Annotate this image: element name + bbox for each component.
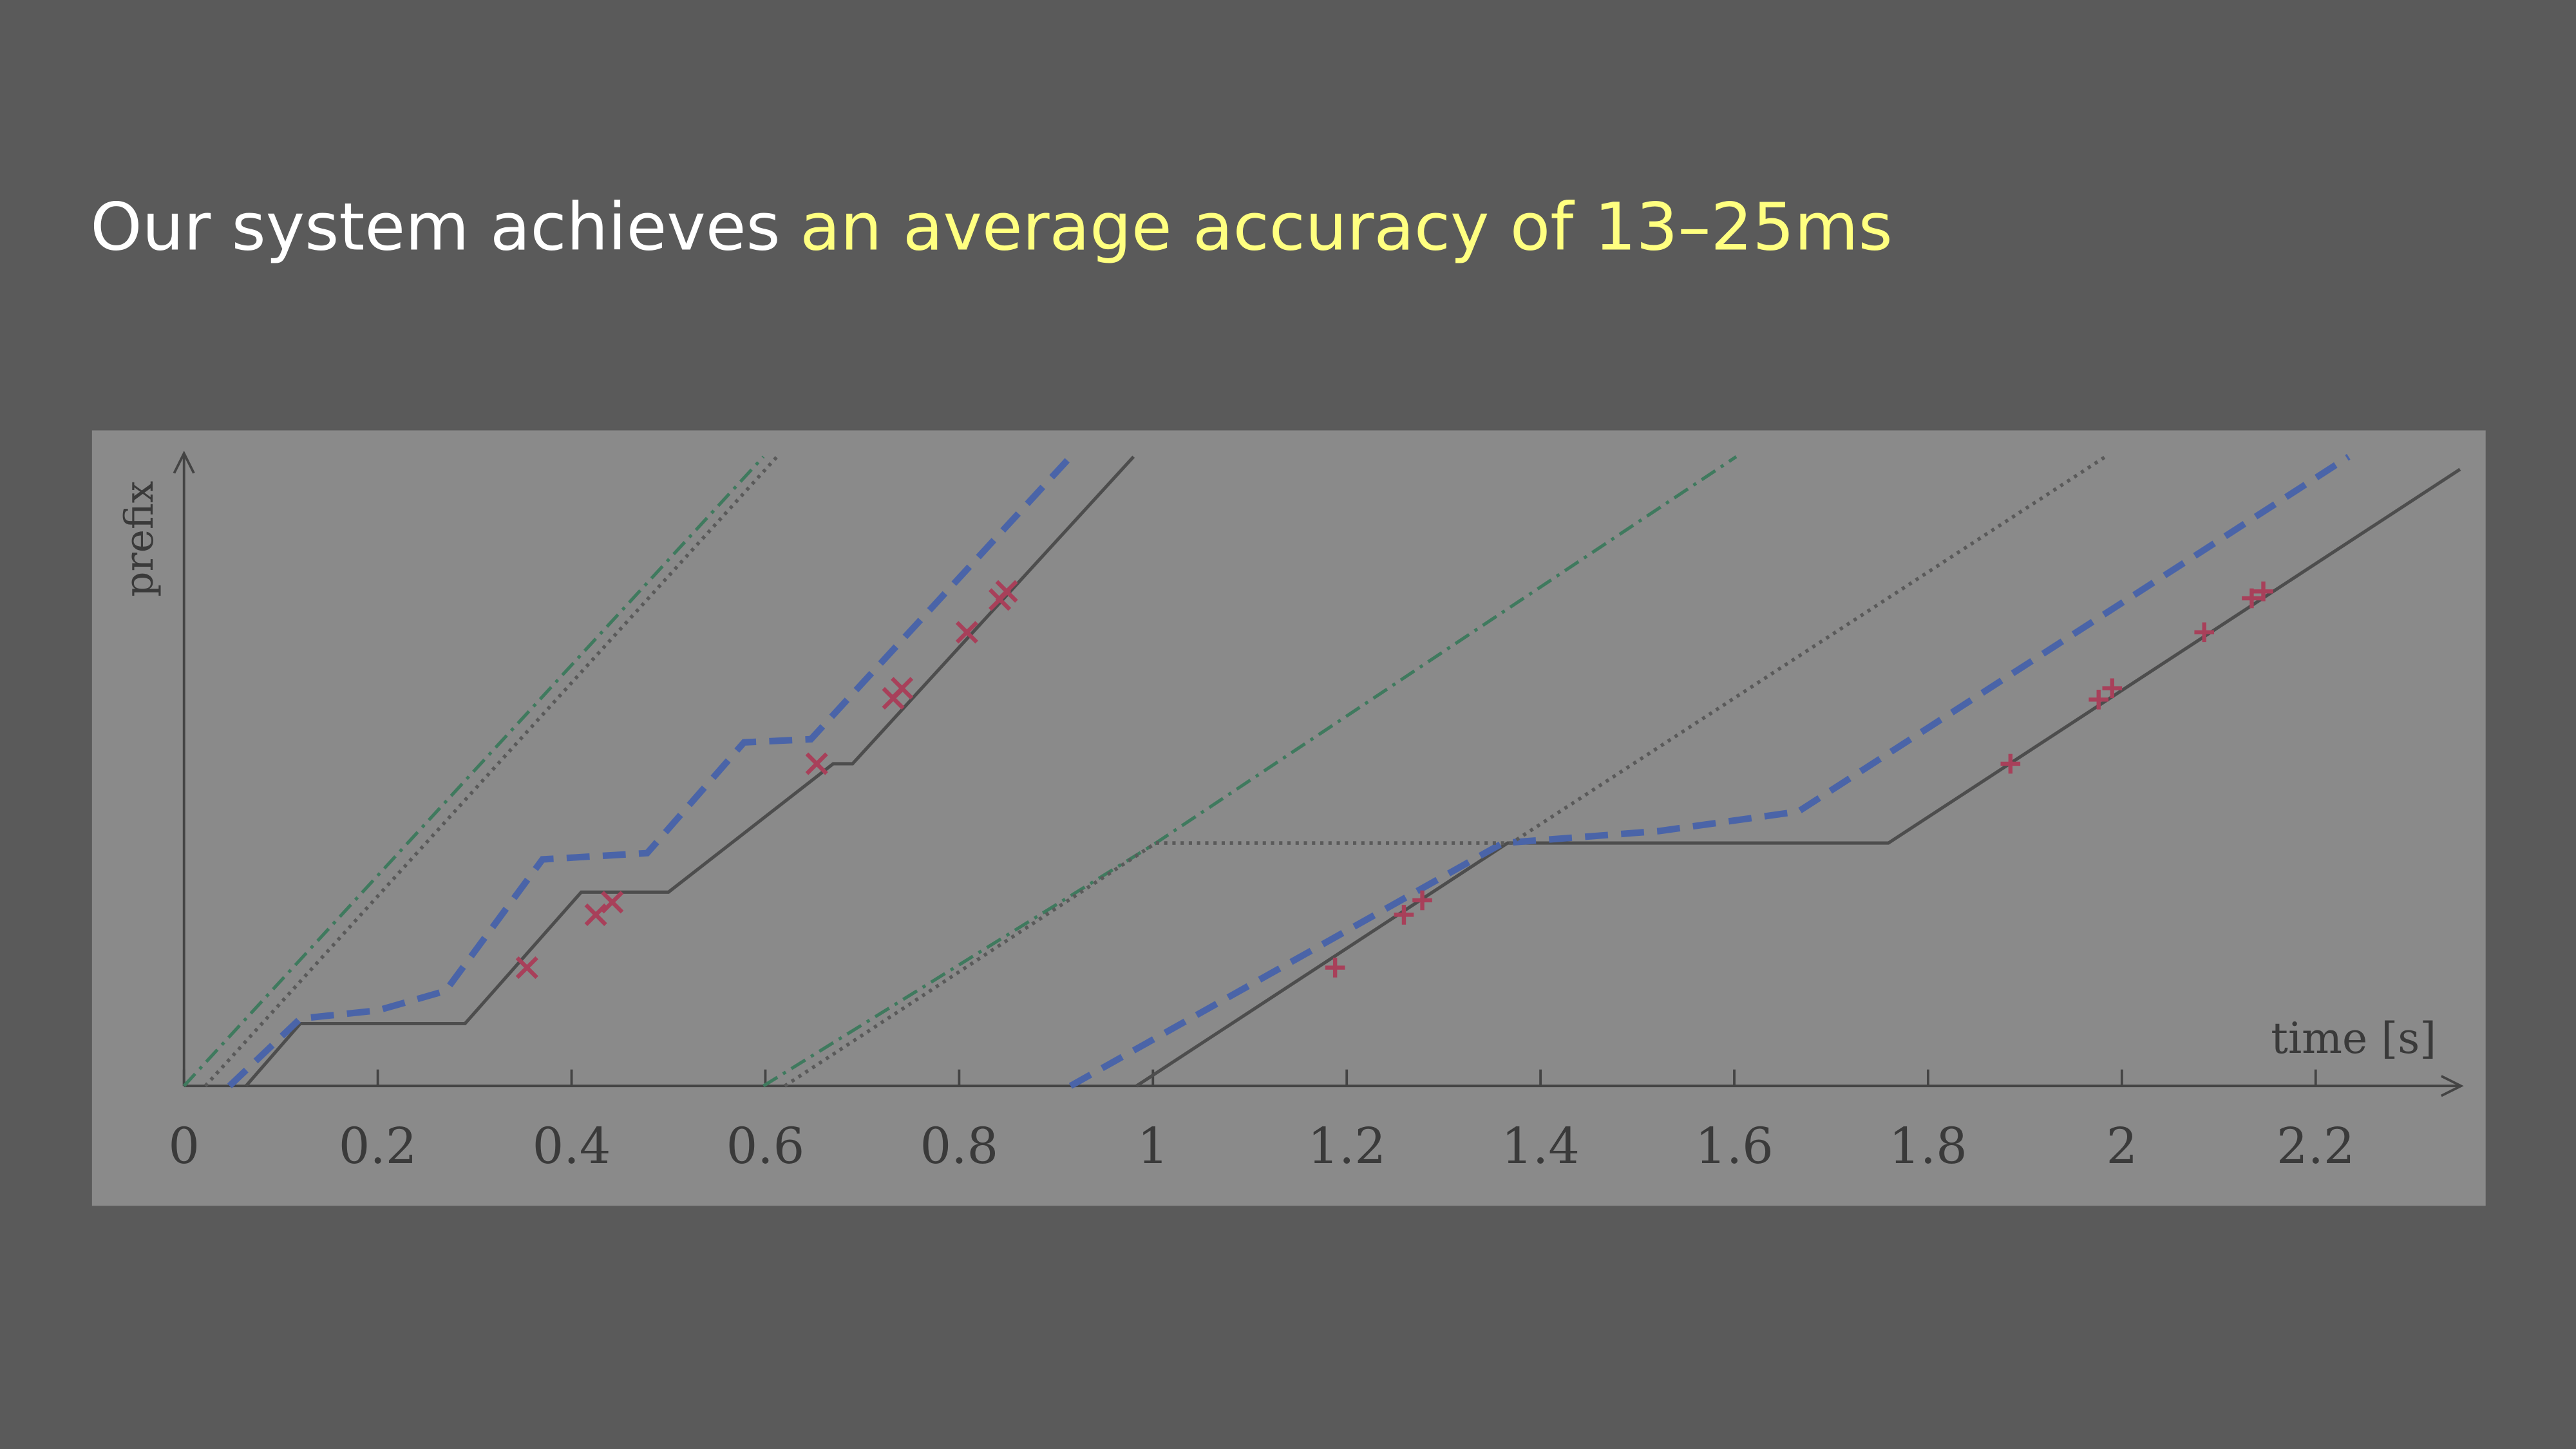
x-tick-label: 0	[168, 1118, 200, 1175]
marker	[995, 580, 1018, 603]
series-line	[182, 455, 1738, 1088]
marker-stroke	[955, 621, 978, 644]
chart-frame	[91, 430, 2486, 1206]
y-arrow	[173, 450, 195, 474]
y-axis-label: prefix	[117, 481, 162, 597]
x-tick-label: 1.2	[1307, 1118, 1386, 1175]
marker-stroke	[601, 891, 624, 914]
marker-stroke	[584, 903, 607, 927]
marker	[805, 752, 828, 775]
marker	[1325, 958, 1345, 978]
marker	[2242, 588, 2262, 609]
x-tick-label: 1.6	[1695, 1118, 1774, 1175]
marker	[2000, 753, 2021, 774]
x-tick-label: 1.4	[1501, 1118, 1580, 1175]
marker	[2253, 581, 2273, 601]
marker	[601, 891, 624, 914]
marker	[955, 621, 978, 644]
x-axis-label: time [s]	[2271, 1013, 2436, 1063]
marker-stroke	[805, 752, 828, 775]
marker-stroke	[995, 580, 1018, 603]
marker	[2102, 678, 2123, 699]
marker	[1394, 905, 1414, 925]
x-tick-label: 1.8	[1889, 1118, 1967, 1175]
title-text: Our system achieves	[90, 189, 780, 266]
marker	[2194, 622, 2215, 643]
x-tick-label: 0.2	[339, 1118, 417, 1175]
marker	[1412, 890, 1432, 911]
marker-stroke	[891, 677, 914, 700]
title-highlight: an average accuracy of 13–25ms	[800, 189, 1893, 266]
x-arrow	[2440, 1075, 2464, 1097]
x-tick-label: 1	[1137, 1118, 1169, 1175]
marker	[891, 677, 914, 700]
x-tick-label: 0.6	[726, 1118, 805, 1175]
marker	[2088, 690, 2109, 710]
series-line	[245, 455, 2461, 1088]
x-tick-label: 0.8	[920, 1118, 999, 1175]
marker	[584, 903, 607, 927]
x-tick-label: 2	[2106, 1118, 2137, 1175]
series-line	[227, 453, 2351, 1089]
marker	[515, 956, 538, 980]
series-line	[204, 455, 2107, 1088]
x-tick-label: 0.4	[533, 1118, 611, 1175]
slide-title: Our system achieves an average accuracy o…	[90, 189, 1893, 266]
marker-stroke	[515, 956, 538, 980]
x-tick-label: 2.2	[2277, 1118, 2355, 1175]
